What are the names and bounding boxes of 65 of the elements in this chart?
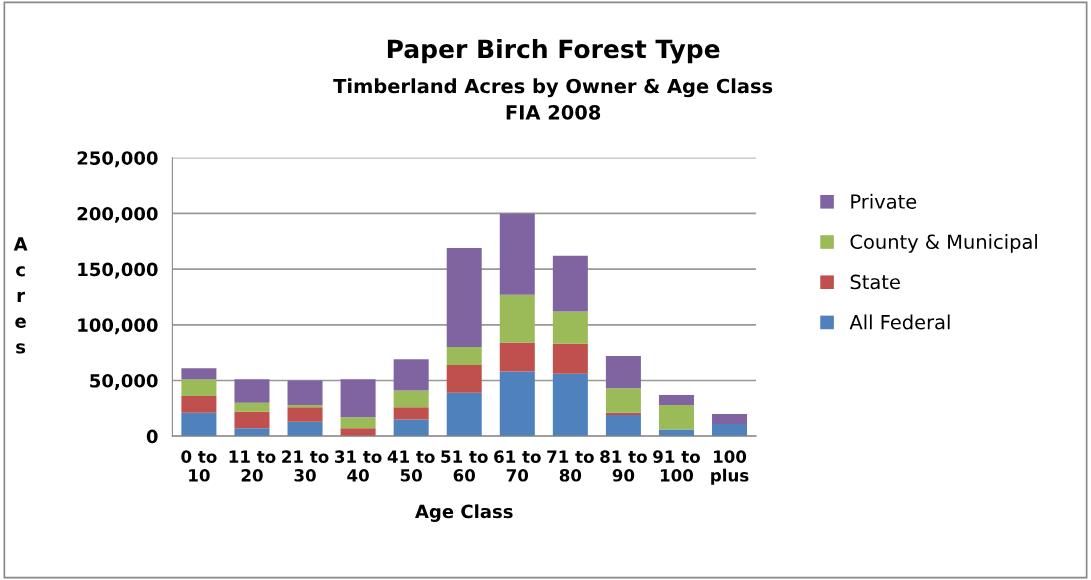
- bar: [499, 371, 535, 437]
- chart-title: Paper Birch Forest Type: [387, 39, 720, 64]
- bar: [605, 415, 641, 437]
- x-tick-label: 81 to 90: [600, 450, 647, 482]
- bar: [499, 213, 535, 295]
- bar: [446, 347, 482, 365]
- bar: [234, 411, 270, 429]
- bar: [340, 379, 376, 418]
- bar: [499, 294, 535, 343]
- bar: [552, 311, 588, 344]
- bar: [712, 413, 748, 424]
- bar: [287, 421, 323, 437]
- bar: [605, 355, 641, 389]
- bar: [340, 428, 376, 437]
- bar: [393, 419, 429, 437]
- y-tick-label: 250,000: [77, 151, 158, 168]
- legend-label: County & Municipal: [850, 234, 1037, 253]
- bar: [446, 247, 482, 348]
- bar: [234, 402, 270, 412]
- bar: [446, 392, 482, 437]
- bar: [340, 417, 376, 429]
- y-tick-label: 0: [146, 429, 158, 444]
- bar: [393, 407, 429, 420]
- bar: [712, 423, 748, 437]
- x-tick-label: 41 to 50: [387, 450, 435, 482]
- chart-subtitle: Timberland Acres by Owner & Age Class FIA 2008: [333, 78, 773, 120]
- bar: [393, 390, 429, 408]
- bar: [287, 380, 323, 405]
- x-tick-label: 21 to 30: [282, 450, 329, 482]
- bar: [658, 429, 694, 437]
- x-tick-label: 100 plus: [711, 450, 749, 485]
- bar: [552, 343, 588, 374]
- x-tick-label: 51 to 60: [441, 450, 488, 482]
- bar: [181, 379, 217, 397]
- legend-label: Private: [851, 193, 917, 209]
- bar: [234, 379, 270, 403]
- bar: [287, 404, 323, 408]
- y-tick-label: 200,000: [77, 206, 158, 223]
- x-axis-title: Age Class: [415, 504, 513, 522]
- x-tick-label: 71 to 80: [547, 450, 594, 482]
- bar: [393, 359, 429, 391]
- bar: [181, 412, 217, 437]
- x-tick-label: 11 to 20: [229, 450, 276, 482]
- legend-label: State: [850, 274, 900, 290]
- bar: [181, 396, 217, 413]
- bar: [658, 394, 694, 405]
- bar: [552, 373, 588, 437]
- bar: [446, 364, 482, 393]
- bar: [234, 428, 270, 437]
- y-tick-label: 50,000: [90, 373, 158, 390]
- x-tick-label: 91 to 100: [653, 450, 700, 482]
- y-tick-label: 150,000: [78, 262, 158, 279]
- bar: [605, 412, 641, 415]
- bar: [658, 404, 694, 430]
- y-tick-label: 100,000: [78, 318, 158, 335]
- x-tick-label: 61 to 70: [494, 450, 541, 482]
- bar: [552, 255, 588, 312]
- bar: [605, 388, 641, 413]
- y-axis-title: Acres: [13, 237, 28, 354]
- x-tick-label: 31 to 40: [335, 450, 382, 482]
- x-tick-label: 0 to 10: [181, 450, 217, 482]
- bar: [287, 407, 323, 422]
- bar: [499, 342, 535, 372]
- legend-label: All Federal: [849, 314, 950, 330]
- bar: [181, 368, 217, 380]
